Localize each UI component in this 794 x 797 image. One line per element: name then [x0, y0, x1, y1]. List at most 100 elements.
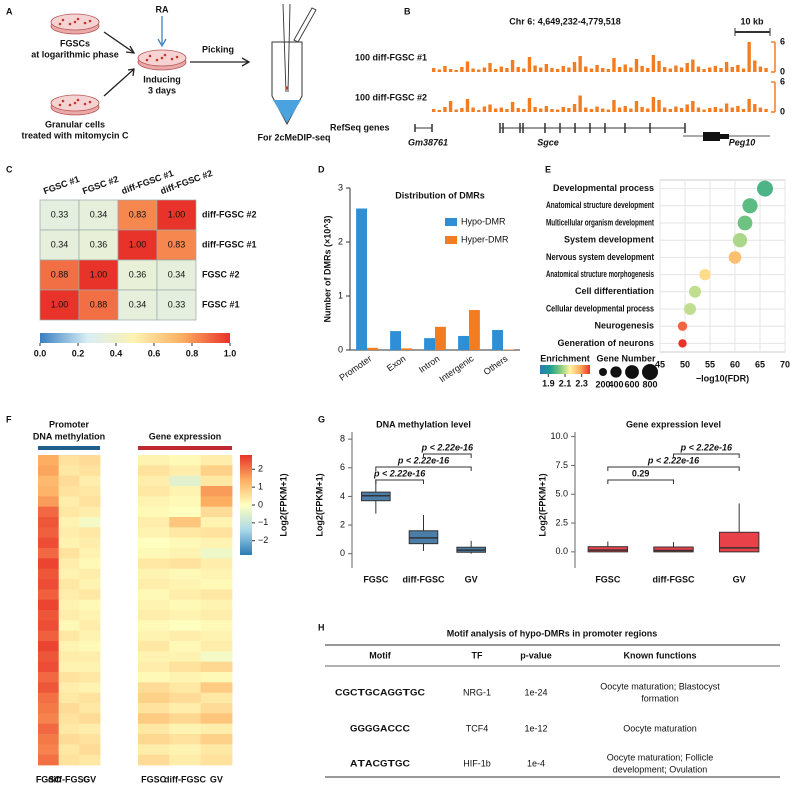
colorbar-tick-label: −1: [258, 517, 268, 527]
bubble: [689, 285, 701, 298]
motif-letter: T: [358, 758, 366, 768]
cell-label: 1.00: [129, 239, 147, 249]
heatmap-cell: [58, 486, 80, 497]
heatmap-cell: [58, 496, 80, 508]
pipette: [282, 3, 291, 93]
bubble: [757, 180, 773, 197]
signal-bar: [533, 65, 537, 72]
cell-label: 0.36: [90, 239, 108, 249]
signal-bar: [708, 67, 712, 72]
cell: [163, 53, 167, 57]
gene-name: Sgce: [537, 137, 559, 147]
chart-title: Gene expression level: [626, 419, 721, 429]
heatmap-cell: [58, 754, 80, 766]
heatmap-cell: [38, 692, 60, 704]
heatmap-cell: [79, 641, 101, 652]
signal-bar: [617, 67, 622, 72]
box: [587, 546, 629, 553]
y-tick-label: 7.5: [555, 460, 568, 470]
heatmap-cell: [79, 661, 101, 673]
signal-bar: [482, 106, 487, 112]
colorbar-tick-label: 2: [258, 464, 263, 474]
heatmap-cell: [38, 682, 60, 694]
heatmap-cell: [79, 455, 101, 466]
column-label: GV: [210, 774, 223, 784]
heatmap-cell: [200, 754, 233, 766]
signal-bar: [646, 68, 650, 72]
cell-label: 0.34: [90, 209, 108, 219]
x-tick-label: 60: [730, 359, 740, 369]
bar: [356, 208, 367, 350]
heatmap-cell: [138, 692, 170, 704]
heatmap-cell: [58, 661, 80, 673]
signal-bar: [443, 107, 447, 112]
box: [718, 531, 760, 553]
y-tick-label: 10.0: [550, 431, 568, 441]
heatmap-cell: [138, 754, 170, 766]
motif-letter: G: [373, 723, 381, 733]
bar: [367, 347, 378, 350]
motif-letter: A: [380, 723, 388, 733]
heatmap-cell: [79, 672, 101, 683]
heatmap-cell: [169, 548, 202, 559]
legend-swatch: [445, 236, 457, 244]
signal-bar: [471, 68, 475, 72]
motif-letter: T: [388, 758, 396, 768]
motif-letter: C: [335, 687, 343, 697]
signal-bar: [584, 66, 588, 72]
colorbar-tick-label: 0.4: [110, 348, 123, 358]
heatmap-cell: [79, 486, 101, 497]
signal-bar: [657, 61, 661, 72]
signal-bar: [640, 66, 644, 72]
bracket: [375, 466, 472, 471]
heatmap-cell: [200, 568, 233, 580]
y-axis-label: Log2(FPKM+1): [314, 473, 324, 536]
heatmap-cell: [138, 506, 170, 518]
heatmap-cell: [138, 610, 170, 621]
chart-title: DNA methylation level: [376, 419, 471, 429]
heatmap-cell: [200, 651, 233, 663]
y-axis-label: Log2(FPKM+1): [537, 473, 547, 536]
heatmap-cell: [79, 568, 101, 580]
heatmap-cell: [169, 713, 202, 725]
heatmap-cell: [200, 548, 233, 559]
heatmap-cell: [58, 713, 80, 725]
x-tick-label: FGSC: [363, 574, 389, 584]
y-tick-label: 0: [340, 548, 345, 558]
heatmap-cell: [138, 527, 170, 539]
motif-letter: G: [365, 687, 373, 697]
signal-bar: [747, 99, 751, 112]
bubble: [732, 233, 748, 248]
track-tick-label: 0: [780, 106, 785, 116]
signal-bar: [702, 69, 706, 72]
heatmap-cell: [58, 506, 80, 518]
heatmap-cell: [38, 548, 60, 559]
y-tick-label: Anatomical structure development: [546, 200, 654, 210]
heatmap-cell: [79, 527, 101, 539]
cell-label: 0.83: [129, 209, 147, 219]
heatmap-cell: [39, 199, 80, 231]
panel-label: C: [6, 164, 13, 174]
signal-bar: [612, 58, 616, 72]
table-cell: Oocyte maturation: [623, 723, 697, 733]
colorbar-label: Log2(FPKM+1): [278, 473, 288, 536]
motif-letter: G: [410, 687, 418, 697]
bar: [401, 348, 412, 350]
colorbar-tick-label: 0.2: [72, 348, 85, 358]
heatmap-cell: [200, 682, 233, 694]
heatmap-cell: [58, 517, 80, 528]
table-cell: 1e-4: [527, 758, 545, 768]
diagram-text: treated with mitomycin C: [21, 130, 129, 140]
heatmap-cell: [200, 630, 233, 642]
heatmap-cell: [78, 199, 119, 231]
arrow: [190, 57, 251, 67]
heatmap-cell: [58, 651, 80, 663]
legend-label: Hypo-DMR: [461, 216, 506, 226]
signal-bar: [606, 69, 611, 72]
signal-bar: [668, 109, 672, 112]
heatmap-cell: [79, 465, 101, 477]
signal-bar: [629, 67, 633, 72]
signal-bar: [471, 107, 475, 112]
y-tick-label: Developmental process: [553, 183, 654, 193]
motif-letter: C: [373, 758, 381, 768]
